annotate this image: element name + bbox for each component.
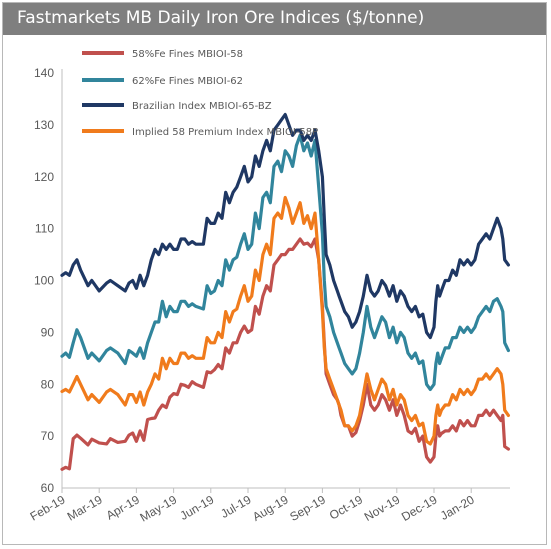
x-tick-label: Dec-19 <box>399 492 440 524</box>
series-line <box>60 112 510 340</box>
x-tick-label: Jan-20 <box>438 492 477 523</box>
y-tick-label: 90 <box>41 325 55 339</box>
x-tick-label: Jun-19 <box>178 492 217 523</box>
legend-label: Implied 58 Premium Index MBIOI-58P <box>132 127 318 138</box>
series-line <box>60 237 510 471</box>
x-tick-label: Aug-19 <box>250 492 291 524</box>
chart-title: Fastmarkets MB Daily Iron Ore Indices ($… <box>17 8 425 28</box>
series-line <box>60 195 510 446</box>
legend-label: 62%Fe Fines MBIOI-62 <box>132 76 243 87</box>
x-tick-label: Jul-19 <box>218 492 254 521</box>
y-tick-label: 130 <box>34 118 54 132</box>
y-tick-label: 120 <box>34 170 54 184</box>
title-bar: Fastmarkets MB Daily Iron Ore Indices ($… <box>3 3 546 35</box>
y-tick-label: 100 <box>34 274 54 288</box>
x-tick-label: Sep-19 <box>287 492 328 524</box>
y-tick-label: 80 <box>41 377 55 391</box>
y-tick-label: 70 <box>41 429 55 443</box>
legend-label: 58%Fe Fines MBIOI-58 <box>132 49 243 60</box>
legend-label: Brazilian Index MBIOI-65-BZ <box>132 101 272 112</box>
x-tick-label: Nov-19 <box>362 492 403 524</box>
y-tick-label: 110 <box>35 222 54 236</box>
x-tick-label: Feb-19 <box>28 492 68 523</box>
x-tick-label: May-19 <box>137 492 179 524</box>
series-line <box>60 133 510 391</box>
y-tick-label: 140 <box>34 66 54 80</box>
x-tick-label: Oct-19 <box>327 492 365 522</box>
x-tick-label: Mar-19 <box>65 492 105 523</box>
x-tick-label: Apr-19 <box>104 492 142 522</box>
y-tick-label: 60 <box>41 481 55 495</box>
